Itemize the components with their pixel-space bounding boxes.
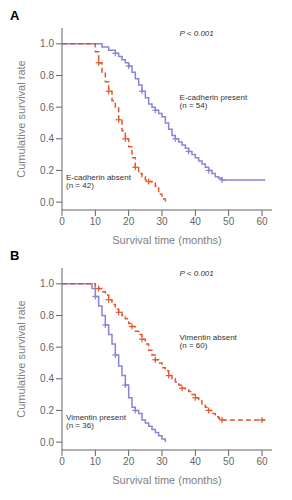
svg-text:40: 40 (190, 456, 202, 467)
html-text:Vimentin present (n = 36): Vimentin present (n = 36) (66, 412, 126, 431)
svg-text:0.0: 0.0 (40, 437, 54, 448)
svg-text:20: 20 (123, 216, 135, 227)
svg-text:10: 10 (90, 456, 102, 467)
svg-text:0.8: 0.8 (40, 70, 54, 81)
svg-text:60: 60 (256, 456, 268, 467)
svg-text:0.2: 0.2 (40, 165, 54, 176)
svg-text:40: 40 (190, 216, 202, 227)
svg-text:50: 50 (223, 216, 235, 227)
svg-text:Survival time (months): Survival time (months) (112, 474, 221, 486)
html-text:E-cadherin present (n = 54): E-cadherin present (n = 54) (179, 92, 248, 111)
svg-text:Cumulative survival rate: Cumulative survival rate (15, 300, 27, 417)
svg-text:0: 0 (59, 216, 65, 227)
svg-text:30: 30 (156, 456, 168, 467)
svg-text:10: 10 (90, 216, 102, 227)
html-text:B: B (10, 248, 20, 263)
svg-text:0.0: 0.0 (40, 197, 54, 208)
svg-text:0.4: 0.4 (40, 133, 54, 144)
svg-text:0.6: 0.6 (40, 342, 54, 353)
svg-text:30: 30 (156, 216, 168, 227)
svg-text:0: 0 (59, 456, 65, 467)
svg-text:50: 50 (223, 456, 235, 467)
html-text:E-cadherin absent (n = 42): E-cadherin absent (n = 42) (66, 172, 131, 191)
svg-text:0.8: 0.8 (40, 310, 54, 321)
svg-text:20: 20 (123, 456, 135, 467)
svg-text:Survival time (months): Survival time (months) (112, 234, 221, 246)
html-text:Vimentin absent (n = 60): Vimentin absent (n = 60) (179, 332, 237, 351)
html-text:P < 0.001: P < 0.001 (179, 29, 214, 38)
svg-text:60: 60 (256, 216, 268, 227)
svg-text:0.2: 0.2 (40, 405, 54, 416)
html-text:A: A (10, 8, 20, 23)
svg-text:1.0: 1.0 (40, 278, 54, 289)
svg-text:0.6: 0.6 (40, 102, 54, 113)
svg-text:1.0: 1.0 (40, 38, 54, 49)
svg-text:Cumulative survival rate: Cumulative survival rate (15, 60, 27, 177)
html-text:P < 0.001: P < 0.001 (179, 269, 214, 278)
svg-text:0.4: 0.4 (40, 373, 54, 384)
